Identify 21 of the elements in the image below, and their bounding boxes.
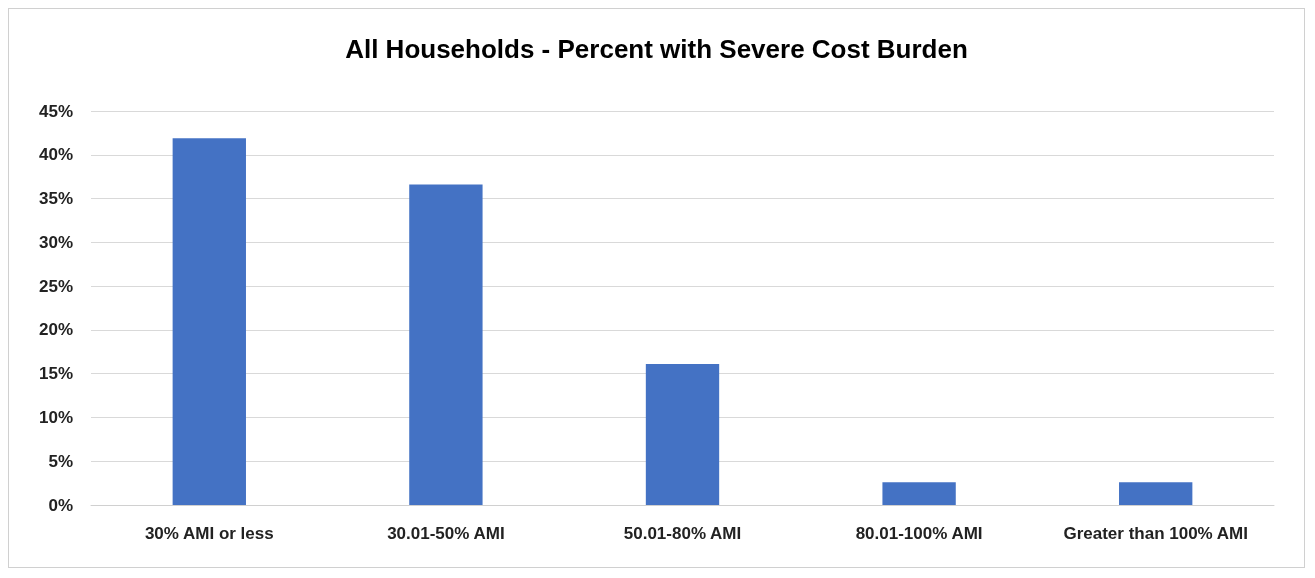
y-tick-label: 5% — [48, 451, 73, 471]
x-tick-label: 30% AMI or less — [144, 524, 274, 543]
y-tick-label: 40% — [38, 145, 73, 165]
bar — [882, 482, 956, 505]
y-tick-label: 30% — [38, 232, 73, 252]
x-tick-label: 80.01-100% AMI — [855, 524, 983, 543]
y-tick-label: 20% — [38, 320, 73, 340]
x-tick-label: 30.01-50% AMI — [387, 524, 505, 543]
y-tick-label: 25% — [38, 276, 73, 296]
x-tick-label: Greater than 100% AMI — [1063, 524, 1248, 543]
bar — [409, 184, 483, 505]
y-tick-label: 0% — [48, 495, 73, 515]
bar — [645, 364, 720, 505]
y-tick-label: 10% — [38, 407, 73, 427]
bar — [1119, 482, 1193, 505]
chart-title: All Households - Percent with Severe Cost Burden — [345, 34, 968, 64]
y-tick-label: 15% — [38, 364, 73, 384]
y-tick-label: 35% — [38, 189, 73, 209]
y-tick-label: 45% — [38, 101, 73, 121]
bar — [172, 138, 246, 505]
x-tick-label: 50.01-80% AMI — [623, 524, 742, 543]
